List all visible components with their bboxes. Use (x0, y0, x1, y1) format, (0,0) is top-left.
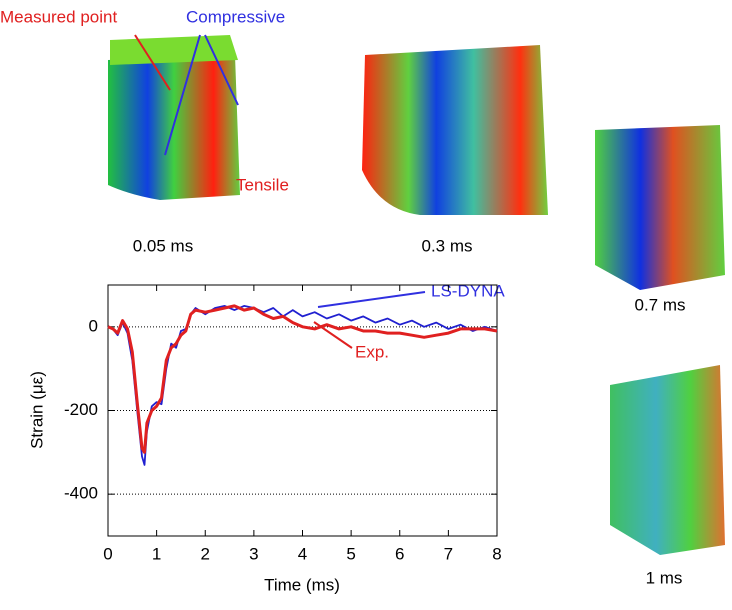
annotation: Compressive (186, 7, 285, 26)
x-tick-label: 1 (152, 544, 161, 563)
legend-label: Exp. (355, 342, 389, 361)
caption: 1 ms (646, 568, 683, 587)
series-line (107, 304, 498, 454)
caption: 0.7 ms (634, 295, 685, 314)
arrow (134, 34, 171, 91)
legend-label: LS-DYNA (431, 281, 505, 300)
y-tick-label: -200 (64, 400, 98, 419)
y-tick-label: -400 (64, 484, 98, 503)
arrow (164, 34, 201, 156)
x-tick-label: 7 (444, 544, 453, 563)
x-tick-label: 8 (492, 544, 501, 563)
y-tick-label: 0 (89, 316, 98, 335)
annotation: Measured point (0, 7, 117, 26)
x-tick-label: 5 (346, 544, 355, 563)
caption: 0.05 ms (133, 236, 193, 255)
x-tick-label: 2 (201, 544, 210, 563)
arrow (317, 291, 426, 308)
x-tick-label: 3 (249, 544, 258, 563)
x-tick-label: 6 (395, 544, 404, 563)
x-tick-label: 4 (298, 544, 307, 563)
arrows (134, 34, 426, 349)
x-axis-label: Time (ms) (264, 575, 340, 594)
sim-top (110, 35, 238, 65)
sim-images (108, 35, 725, 555)
caption: 0.3 ms (421, 236, 472, 255)
series-line (107, 305, 498, 466)
arrow (204, 34, 239, 106)
sim-0-7 (595, 125, 725, 290)
sim-1 (610, 365, 725, 555)
y-axis-label: Strain (με) (27, 371, 46, 449)
annotation: Tensile (236, 175, 289, 194)
x-tick-label: 0 (103, 544, 112, 563)
sim-0-3 (362, 45, 548, 215)
